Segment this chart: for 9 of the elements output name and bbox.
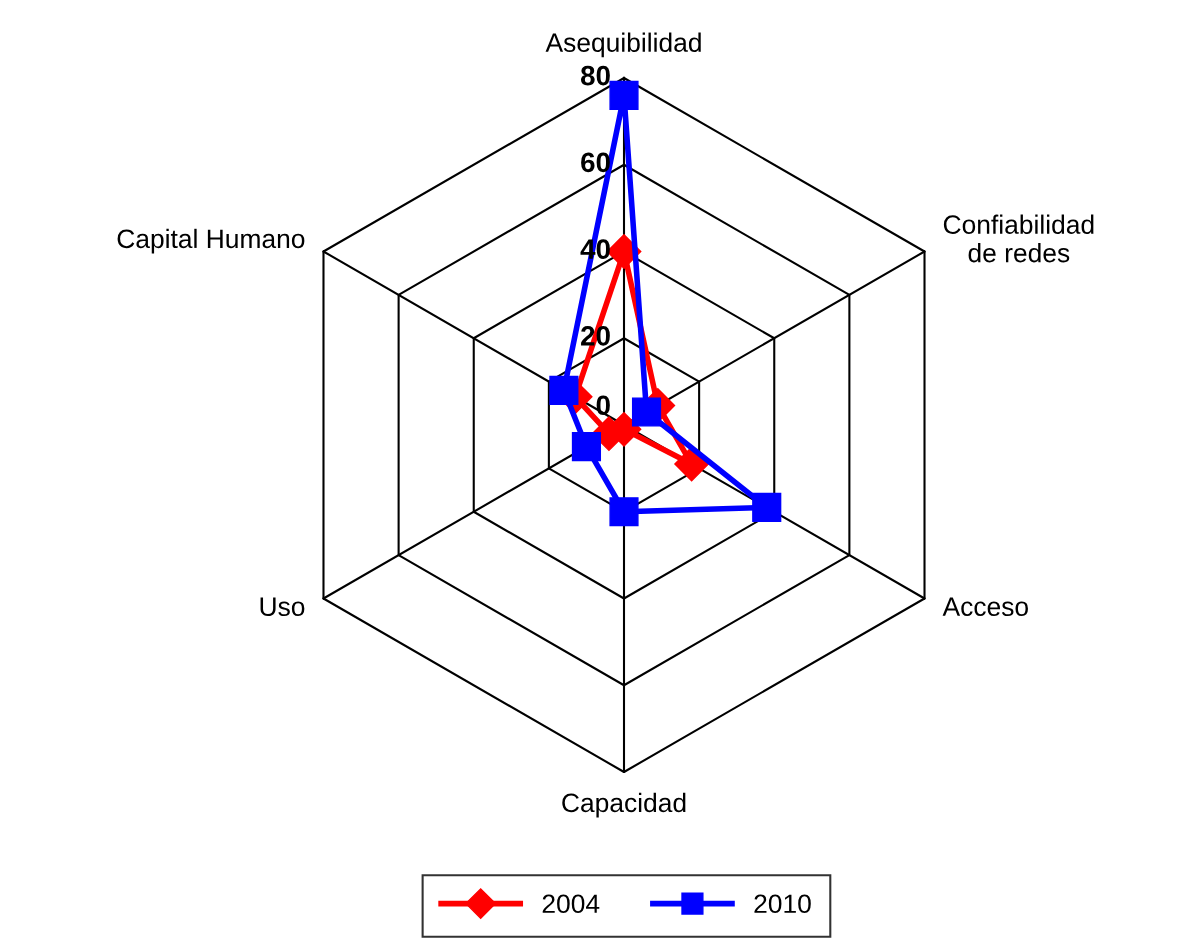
legend-label: 2010 <box>754 894 811 914</box>
spoke-label: Uso <box>260 597 305 616</box>
spoke-label: Capacidad <box>562 792 686 818</box>
legend-label: 2004 <box>542 894 600 914</box>
spoke-label: Acceso <box>942 597 1028 616</box>
spoke-label: Confiabilidad de redes <box>943 214 1094 263</box>
spoke-label: Capital Humano <box>117 228 305 254</box>
y-tick-label: 80 <box>580 65 610 86</box>
spoke-label: Asequibilidad <box>545 32 701 58</box>
